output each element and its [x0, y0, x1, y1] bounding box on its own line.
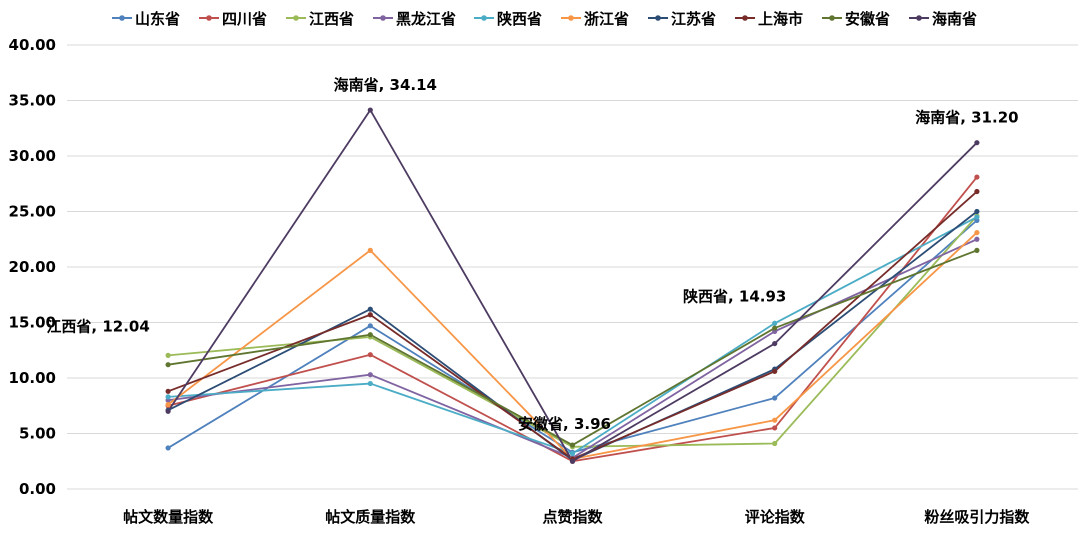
data-point: [569, 458, 576, 464]
legend-item: 浙江省: [561, 10, 629, 28]
data-point: [974, 140, 980, 146]
legend-item: 上海市: [735, 10, 803, 28]
x-category-label: 点赞指数: [542, 508, 603, 526]
legend-label: 山东省: [135, 10, 180, 28]
data-point: [772, 368, 778, 374]
data-point: [974, 188, 980, 195]
y-tick-label: 40.00: [9, 36, 56, 54]
data-point: [367, 323, 373, 329]
data-annotations: 江西省, 12.04 海南省, 34.14 安徽省, 3.96 陕西省, 14.93 海…: [46, 76, 1018, 433]
legend-label: 浙江省: [584, 10, 629, 28]
legend-label: 四川省: [222, 10, 267, 28]
data-point: [772, 417, 778, 423]
data-point: [772, 320, 778, 326]
legend-label: 江苏省: [671, 10, 716, 28]
y-tick-label: 35.00: [9, 92, 56, 110]
x-axis-categories: 帖文数量指数 帖文质量指数 点赞指数 评论指数 粉丝吸引力指数: [123, 508, 1030, 526]
legend-label: 安徽省: [845, 10, 890, 28]
data-point: [974, 236, 980, 242]
legend-swatch-marker: [293, 15, 299, 21]
y-tick-label: 5.00: [19, 425, 56, 443]
legend: 山东省 四川省 江西省 黑龙江省 陕西省 浙江省 江苏省 上海市 安徽省 海南省: [112, 10, 977, 28]
x-category-label: 评论指数: [745, 508, 806, 526]
legend-label: 黑龙江省: [396, 10, 456, 28]
y-tick-label: 25.00: [9, 203, 56, 221]
y-tick-label: 0.00: [19, 480, 56, 498]
legend-swatch-marker: [380, 15, 386, 21]
data-point: [569, 450, 576, 457]
data-annotation: 安徽省, 3.96: [518, 415, 611, 433]
data-annotation: 海南省, 31.20: [915, 109, 1018, 127]
data-point: [974, 247, 980, 253]
gridlines: [67, 44, 1078, 490]
data-point: [165, 408, 171, 414]
data-point: [772, 340, 778, 347]
legend-item: 安徽省: [822, 10, 890, 28]
legend-label: 江西省: [309, 10, 354, 28]
y-tick-label: 10.00: [9, 369, 56, 387]
data-point: [367, 332, 373, 338]
data-point: [367, 380, 373, 387]
series-line: [167, 109, 978, 463]
x-category-label: 帖文质量指数: [325, 508, 416, 526]
data-point: [367, 352, 373, 358]
series-lines: [167, 109, 978, 463]
legend-swatch-marker: [655, 15, 661, 21]
x-category-label: 粉丝吸引力指数: [924, 508, 1030, 526]
legend-swatch-marker: [916, 15, 922, 21]
data-annotation: 陕西省, 14.93: [683, 287, 786, 305]
legend-swatch-marker: [829, 15, 835, 21]
data-point: [772, 395, 778, 401]
data-point: [569, 442, 576, 448]
legend-label: 海南省: [932, 10, 977, 28]
data-point: [367, 306, 373, 312]
legend-item: 海南省: [909, 10, 977, 28]
legend-swatch-marker: [119, 15, 125, 21]
series-points: [165, 107, 980, 464]
legend-label: 上海市: [758, 10, 803, 28]
legend-item: 陕西省: [474, 10, 542, 28]
legend-item: 江西省: [286, 10, 354, 28]
legend-swatch-marker: [742, 15, 748, 21]
data-point: [974, 214, 980, 220]
legend-swatch-marker: [206, 15, 212, 21]
y-axis-ticks: 0.00 5.00 10.00 15.00 20.00 25.00 30.00 35.00 40…: [9, 36, 56, 498]
series-line: [168, 215, 978, 448]
data-point: [772, 325, 778, 331]
data-point: [367, 312, 373, 318]
data-point: [165, 394, 171, 400]
legend-item: 山东省: [112, 10, 180, 28]
data-point: [165, 352, 171, 358]
legend-item: 四川省: [199, 10, 267, 28]
legend-item: 江苏省: [648, 10, 716, 28]
data-point: [165, 445, 171, 451]
data-annotation: 江西省, 12.04: [46, 317, 149, 335]
y-tick-label: 20.00: [9, 258, 56, 276]
legend-label: 陕西省: [497, 10, 542, 28]
data-point: [974, 174, 980, 180]
legend-swatch-marker: [481, 15, 487, 21]
data-point: [772, 440, 778, 447]
data-point: [165, 362, 171, 368]
data-point: [367, 247, 373, 253]
x-category-label: 帖文数量指数: [123, 508, 214, 526]
data-point: [772, 425, 778, 431]
data-point: [974, 229, 980, 236]
data-point: [367, 107, 373, 113]
y-tick-label: 15.00: [9, 314, 56, 332]
data-annotation: 海南省, 34.14: [334, 76, 437, 94]
y-tick-label: 30.00: [9, 147, 56, 165]
legend-item: 黑龙江省: [373, 10, 456, 28]
legend-swatch-marker: [568, 15, 574, 21]
data-point: [165, 402, 171, 408]
data-point: [367, 372, 373, 378]
data-point: [974, 208, 980, 215]
data-point: [165, 388, 171, 394]
